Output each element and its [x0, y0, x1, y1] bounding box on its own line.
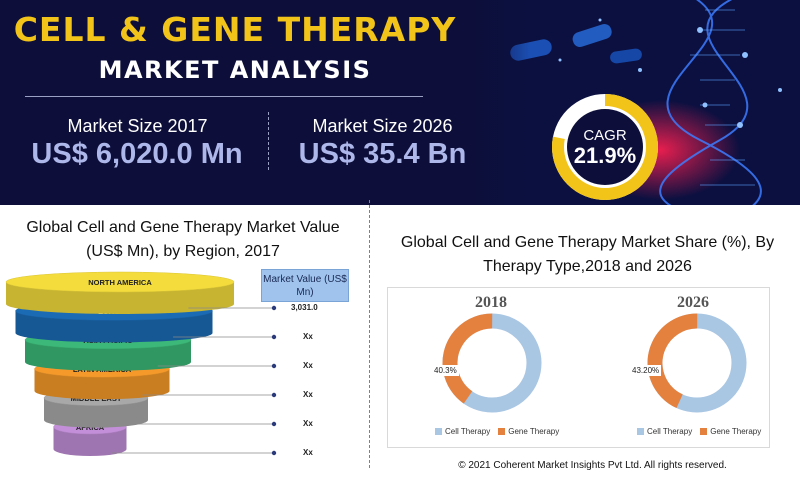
legend-label-cell: Cell Therapy — [647, 427, 693, 436]
page-title: CELL & GENE THERAPY — [13, 10, 457, 49]
legend-label-gene: Gene Therapy — [710, 427, 762, 436]
funnel-value: 3,031.0 — [291, 303, 318, 312]
donut-2026 — [647, 313, 747, 413]
funnel-layer-side — [53, 427, 127, 456]
funnel-value: Xx — [303, 419, 313, 428]
legend-item-cell: Cell Therapy — [435, 427, 490, 436]
section-divider — [369, 200, 370, 468]
cagr-value: 21.9% — [573, 143, 637, 168]
legend-2026: Cell Therapy Gene Therapy — [637, 427, 769, 436]
donut-year-2026: 2026 — [677, 294, 709, 311]
funnel-layer-north-america: NORTH AMERICA — [5, 271, 235, 314]
legend-swatch-gene — [498, 428, 506, 435]
legend-swatch-cell — [637, 428, 644, 435]
donut-2018 — [442, 313, 542, 413]
funnel-value: Xx — [303, 448, 313, 457]
region-funnel-chart: AFRICAMIDDLE EASTLATIN AMERICAASIA PACIF… — [5, 271, 277, 456]
legend-item-gene: Gene Therapy — [700, 427, 761, 436]
legend-label-cell: Cell Therapy — [445, 427, 491, 436]
funnel-leader-dot — [271, 392, 277, 398]
donut-year-2018: 2018 — [475, 294, 507, 311]
gene-share-label-2026: 43.20% — [630, 365, 662, 376]
funnel-leader-dot — [271, 421, 277, 427]
funnel-layer-side — [34, 369, 170, 400]
legend-swatch-gene — [700, 428, 708, 435]
funnel-leader-dot — [271, 305, 277, 311]
funnel-leader-dot — [271, 334, 277, 340]
funnel-value: Xx — [303, 390, 313, 399]
header-divider — [25, 96, 423, 97]
funnel-value: Xx — [303, 361, 313, 370]
cagr-ring — [552, 94, 658, 200]
therapy-chart-title: Global Cell and Gene Therapy Market Shar… — [400, 234, 775, 275]
copyright-notice: © 2021 Coherent Market Insights Pvt Ltd.… — [458, 460, 727, 471]
page-subtitle: MARKET ANALYSIS — [98, 56, 372, 84]
funnel-leader-dot — [271, 363, 277, 369]
therapy-donut-charts — [442, 313, 747, 413]
market-value-header: Market Value (US$ Mn) — [261, 269, 349, 302]
legend-swatch-cell — [435, 428, 442, 435]
funnel-leader-dot — [271, 450, 277, 456]
funnel-value: Xx — [303, 332, 313, 341]
legend-2018: Cell Therapy Gene Therapy — [435, 427, 567, 436]
donut-slice-gene-therapy — [442, 313, 542, 413]
funnel-layer-top — [5, 271, 235, 293]
market-size-2017-label: Market Size 2017 — [67, 116, 208, 136]
market-size-separator — [268, 112, 269, 170]
header-banner: CELL & GENE THERAPY MARKET ANALYSIS Mark… — [0, 0, 800, 205]
legend-item-cell: Cell Therapy — [637, 427, 692, 436]
region-chart-title: Global Cell and Gene Therapy Market Valu… — [26, 219, 340, 260]
legend-label-gene: Gene Therapy — [508, 427, 560, 436]
market-size-2026-label: Market Size 2026 — [312, 116, 453, 136]
gene-share-label-2018: 40.3% — [432, 365, 459, 376]
cagr-label: CAGR — [583, 127, 627, 144]
funnel-layer-side — [44, 398, 148, 428]
market-size-2017-value: US$ 6,020.0 Mn — [31, 138, 243, 170]
funnel-category-label: NORTH AMERICA — [88, 278, 152, 287]
legend-item-gene: Gene Therapy — [498, 427, 559, 436]
market-size-2026-value: US$ 35.4 Bn — [298, 138, 467, 170]
